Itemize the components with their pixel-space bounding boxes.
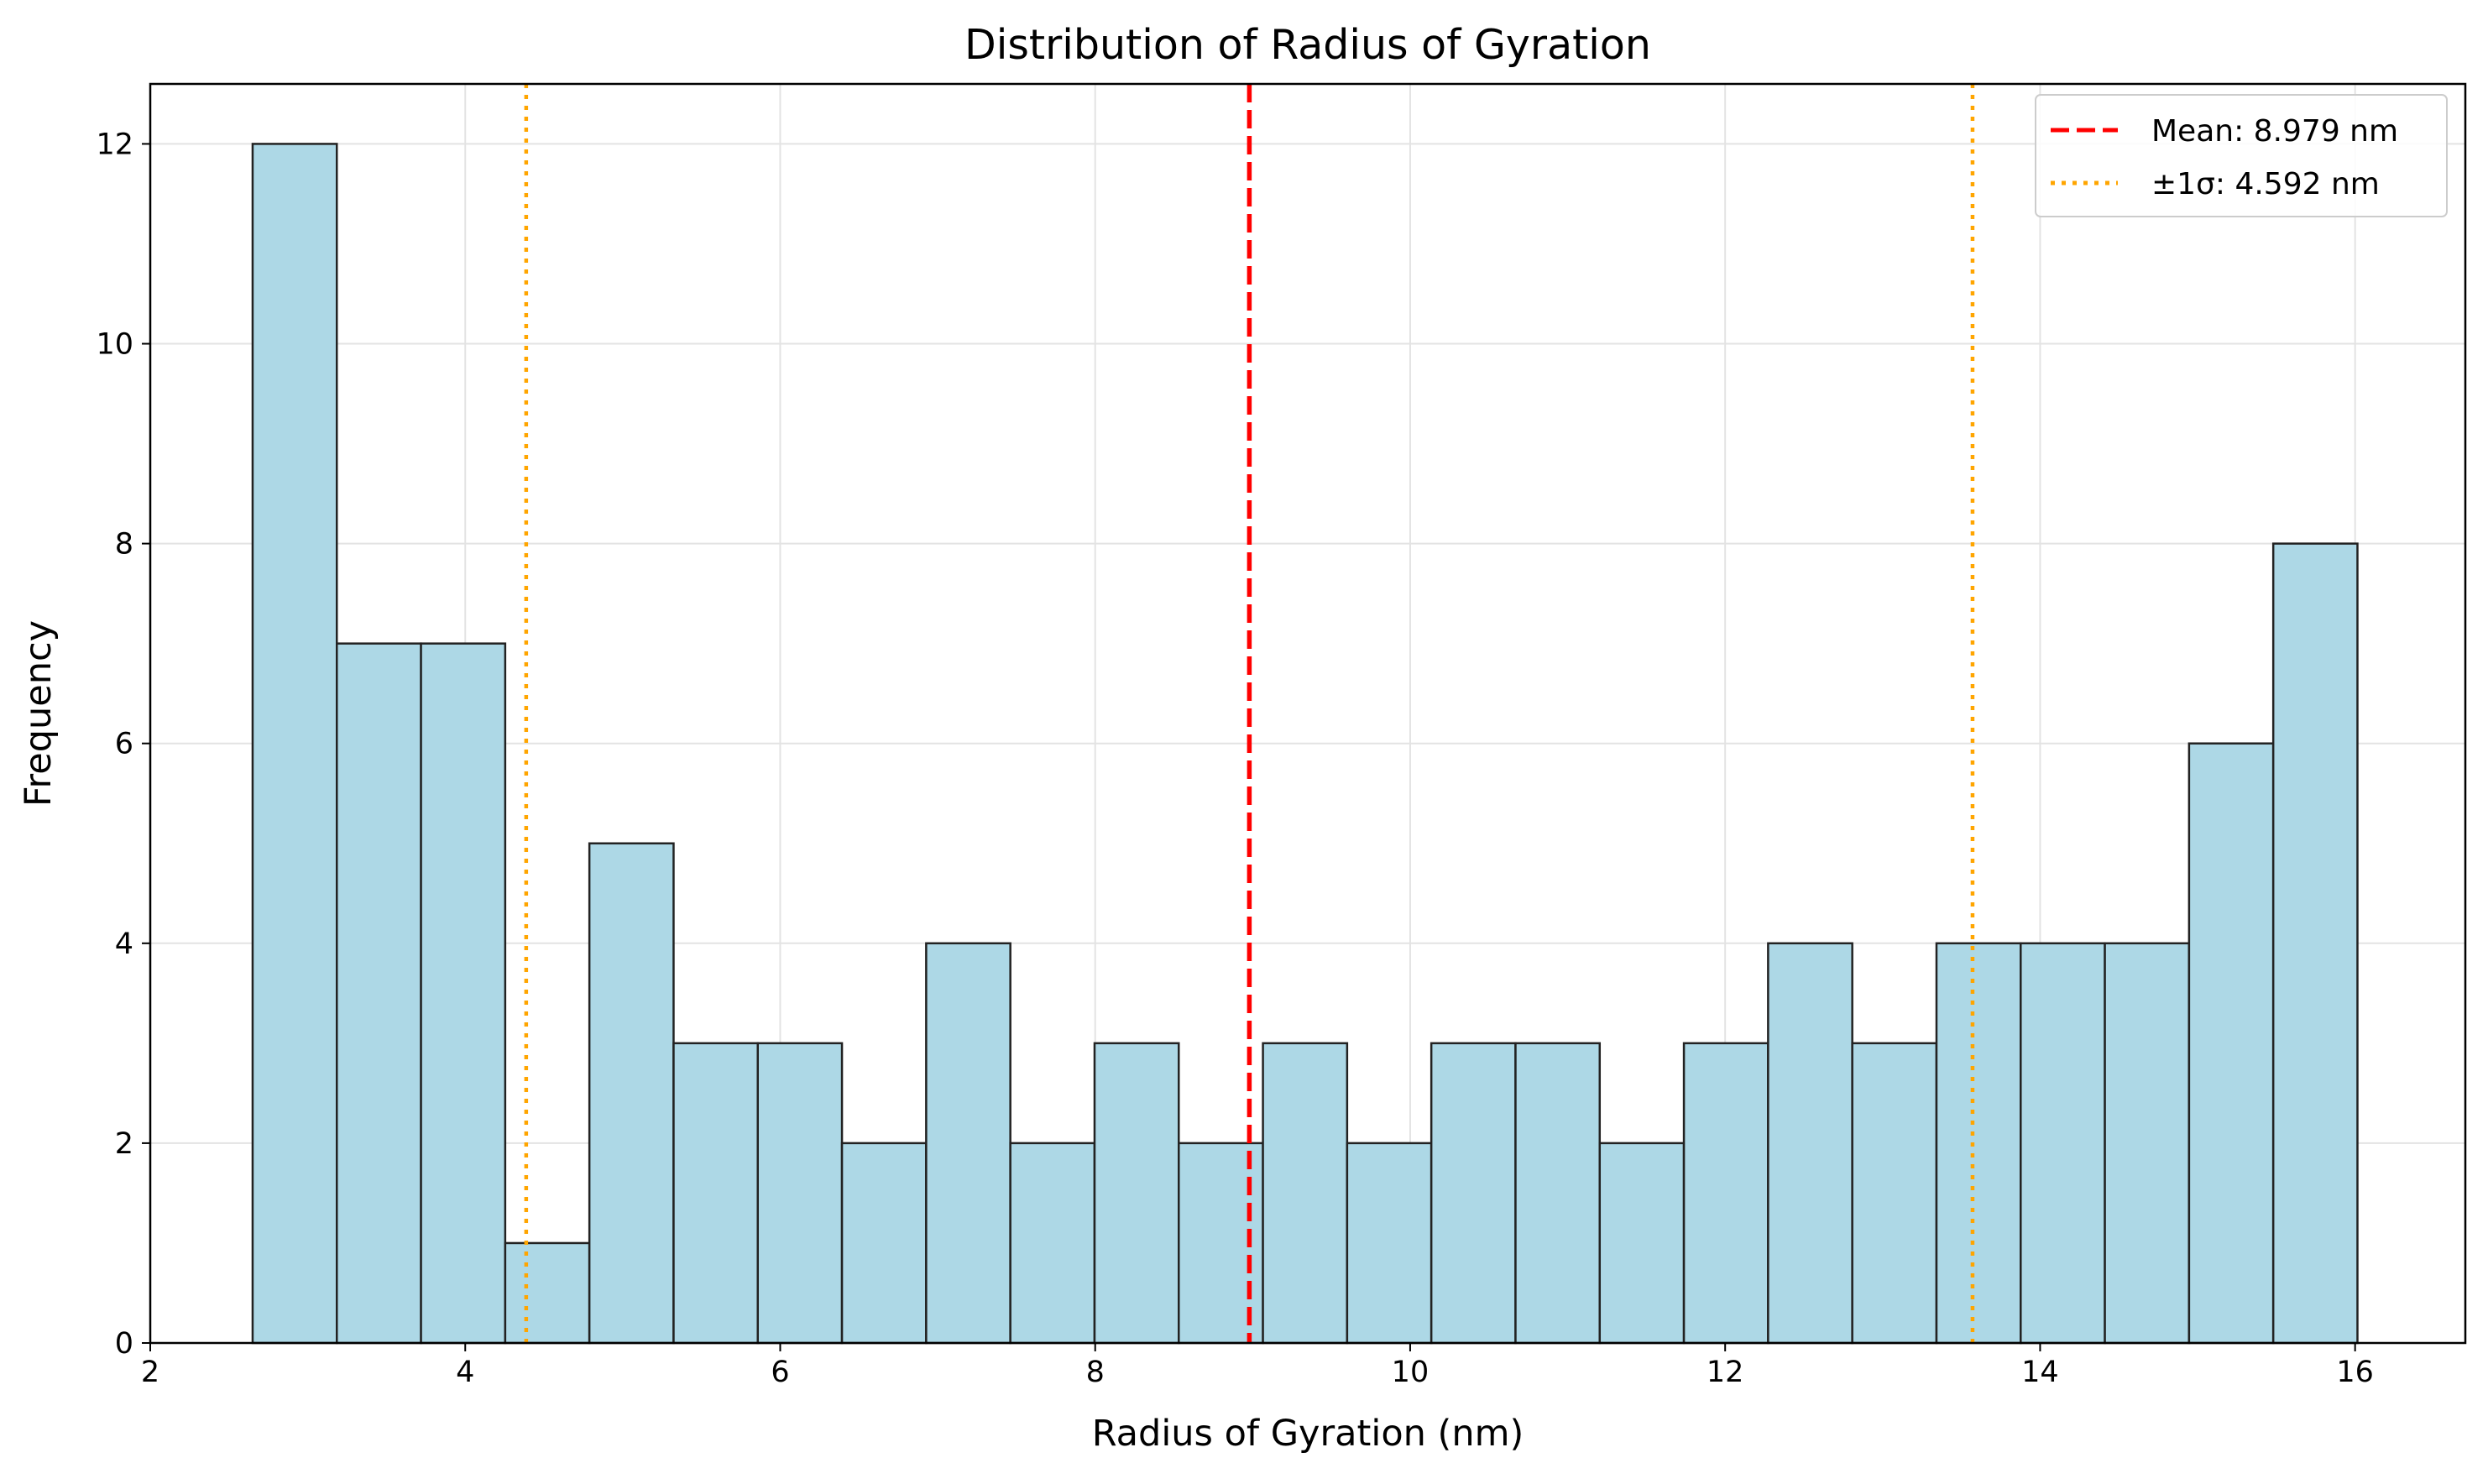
y-tick-label: 8 [115, 528, 133, 562]
y-tick-label: 12 [96, 128, 133, 161]
histogram-bar [251, 143, 338, 1345]
x-tick-label: 10 [1392, 1356, 1430, 1389]
histogram-bar [2271, 542, 2359, 1345]
x-tick-label: 6 [771, 1356, 789, 1389]
histogram-bar [588, 842, 675, 1345]
histogram-bar [1682, 1042, 1769, 1345]
x-tick-label: 12 [1707, 1356, 1744, 1389]
x-axis-label: Radius of Gyration (nm) [1092, 1413, 1524, 1455]
chart-title: Distribution of Radius of Gyration [964, 21, 1651, 69]
histogram-bar [2187, 742, 2275, 1345]
legend: Mean: 8.979 nm ±1σ: 4.592 nm [2035, 94, 2448, 217]
plot-frame [149, 82, 2467, 1345]
histogram-bar [2020, 942, 2106, 1345]
legend-mean-label: Mean: 8.979 nm [2151, 114, 2398, 149]
legend-sigma-label: ±1σ: 4.592 nm [2151, 167, 2380, 201]
y-tick-label: 10 [96, 328, 133, 362]
histogram-bar [2104, 942, 2191, 1345]
histogram-bar [840, 1142, 928, 1345]
histogram-bar [1093, 1042, 1180, 1345]
histogram-bar [504, 1241, 591, 1345]
x-tick-label: 4 [456, 1356, 474, 1389]
x-tick-label: 2 [141, 1356, 159, 1389]
histogram-bar [1262, 1042, 1349, 1345]
histogram-bar [1935, 942, 2022, 1345]
histogram-bar [756, 1042, 844, 1345]
histogram-bar [925, 942, 1011, 1345]
x-tick-label: 16 [2336, 1356, 2374, 1389]
histogram-bar [672, 1042, 760, 1345]
y-tick-label: 4 [115, 928, 133, 961]
histogram-bar [1009, 1142, 1096, 1345]
legend-box [2035, 94, 2448, 217]
histogram-bar [336, 642, 422, 1345]
y-tick-label: 2 [115, 1127, 133, 1161]
x-tick-label: 14 [2021, 1356, 2059, 1389]
histogram-bar [1851, 1042, 1938, 1345]
histogram-bar [1346, 1142, 1433, 1345]
histogram-bar [1430, 1042, 1517, 1345]
y-tick-label: 0 [115, 1327, 133, 1361]
y-tick-label: 6 [115, 728, 133, 761]
x-tick-label: 8 [1086, 1356, 1105, 1389]
histogram-bar [420, 642, 507, 1345]
histogram-bar [1767, 942, 1853, 1345]
y-axis-label: Frequency [18, 620, 60, 807]
histogram-bar [1598, 1142, 1686, 1345]
histogram-bar [1514, 1042, 1602, 1345]
